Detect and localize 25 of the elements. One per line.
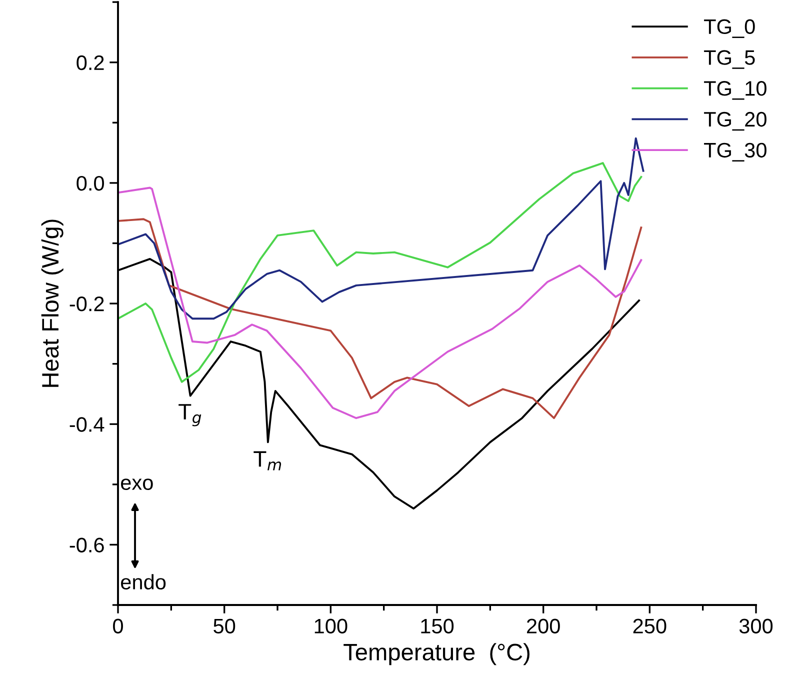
legend-label: TG_20: [704, 112, 766, 131]
annotation: T$_{g}$: [178, 404, 202, 426]
x-tick-label: 250: [633, 618, 666, 634]
y-tick-label: -0.6: [70, 538, 104, 552]
y-tick-label: 0.0: [76, 176, 104, 191]
annotation: T$_{m}$: [254, 451, 282, 470]
legend-label: TG_10: [704, 81, 766, 100]
legend-label: TG_0: [704, 19, 755, 38]
x-tick-label: 0: [113, 618, 123, 634]
x-tick-label: 200: [527, 618, 560, 634]
y-tick-label: 0.2: [76, 55, 104, 70]
x-tick-label: 150: [421, 618, 454, 634]
x-tick-label: 300: [739, 618, 773, 634]
line-series: [118, 137, 644, 320]
x-axis-title: Temperature (°C): [344, 643, 530, 666]
annotation: endo: [121, 574, 166, 590]
y-axis-title: Heat Flow (W/g): [41, 220, 64, 387]
x-tick-label: 50: [214, 618, 236, 634]
y-tick-label: -0.2: [70, 296, 104, 312]
legend-label: TG_30: [704, 142, 766, 162]
legend-label: TG_5: [704, 50, 755, 69]
y-tick-label: -0.4: [70, 417, 104, 432]
line-series: [118, 162, 642, 383]
x-tick-label: 100: [314, 618, 348, 634]
annotation: exo: [121, 478, 153, 490]
